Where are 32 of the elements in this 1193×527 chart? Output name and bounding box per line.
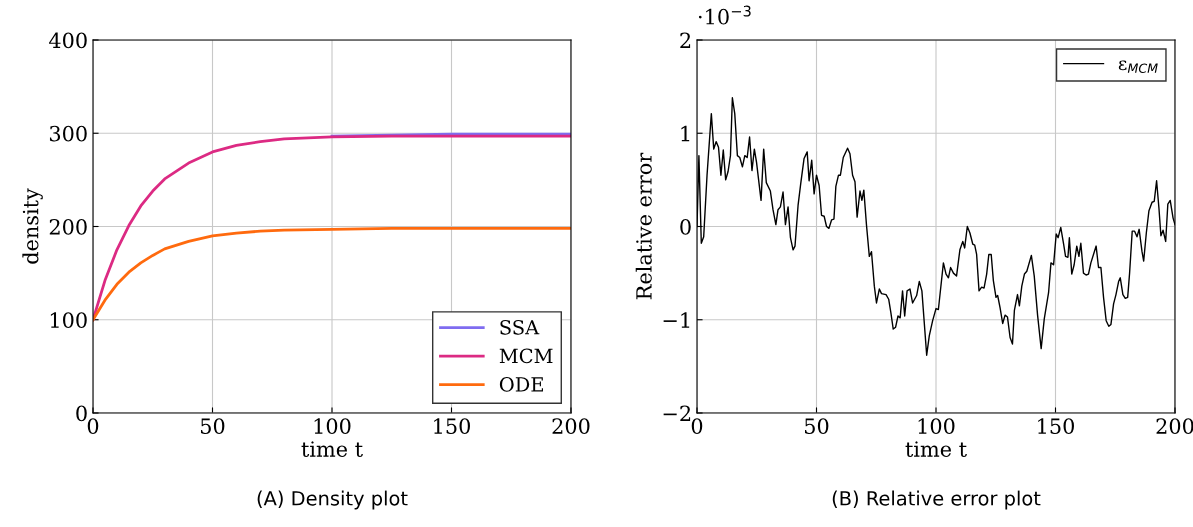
x-tick-label: 200 xyxy=(1156,418,1193,434)
legend-label: MCM xyxy=(499,348,553,364)
x-tick-label: 0 xyxy=(87,418,99,434)
y-axis-title: Relative error xyxy=(635,152,652,300)
y-axis-title: density xyxy=(22,188,43,264)
y-tick-label: 300 xyxy=(49,125,87,142)
x-tick-label: 50 xyxy=(805,418,829,434)
y-tick-label: 100 xyxy=(50,312,87,328)
y-tick-label: −2 xyxy=(663,405,691,421)
legend-label: ε$_{MCM}$ xyxy=(1118,60,1158,74)
text: ·10$^{−3}$ xyxy=(698,5,751,25)
y-tick-label: 200 xyxy=(49,218,87,235)
text: (B) Relative error plot xyxy=(832,490,1041,510)
y-tick-label: 0 xyxy=(680,218,691,235)
y-tick-label: −1 xyxy=(663,312,690,328)
text: (A) Density plot xyxy=(257,490,408,510)
y-tick-label: 1 xyxy=(681,125,690,142)
x-tick-label: 150 xyxy=(1038,418,1074,434)
x-tick-label: 50 xyxy=(201,418,225,434)
legend-label: SSA xyxy=(500,319,540,335)
y-tick-label: 0 xyxy=(76,405,87,422)
x-tick-label: 200 xyxy=(552,418,590,434)
x-tick-label: 100 xyxy=(314,418,351,434)
line-series xyxy=(93,226,571,322)
x-tick-label: 100 xyxy=(918,418,955,434)
legend-label: ODE xyxy=(499,377,543,392)
x-axis-title: time t xyxy=(301,441,363,457)
y-tick-label: 400 xyxy=(49,32,87,49)
x-tick-label: 150 xyxy=(434,418,470,434)
x-axis-title: time t xyxy=(905,441,967,457)
x-tick-label: 0 xyxy=(691,418,703,434)
y-tick-label: 2 xyxy=(680,32,691,48)
